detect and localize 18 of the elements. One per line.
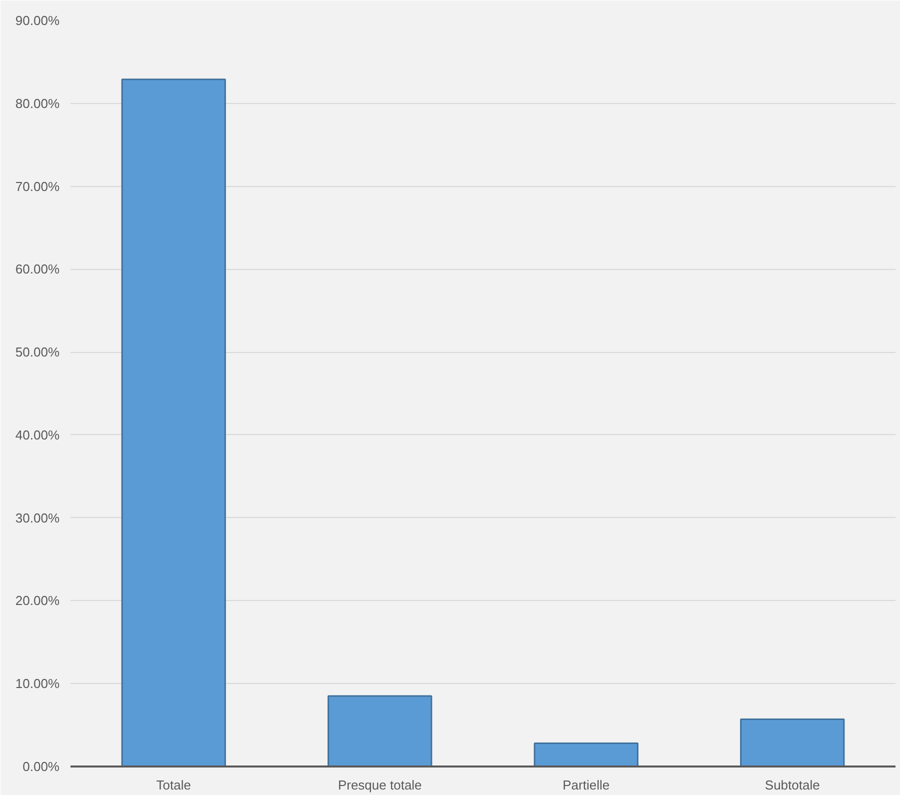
bar [328,695,432,766]
x-tick-label: Subtotale [764,778,820,792]
y-tick-label: 20.00% [15,593,60,608]
y-tick-label: 0.00% [22,759,60,774]
x-tick-label: Totale [156,778,191,792]
x-tick-label: Partielle [562,778,610,792]
y-tick-label: 90.00% [15,13,60,28]
y-tick-label: 10.00% [15,676,60,692]
y-tick-label: 30.00% [15,510,60,526]
y-tick-label: 40.00% [15,427,60,442]
x-tick-label: Presque totale [338,778,422,792]
y-tick-label: 60.00% [15,262,60,277]
y-tick-label: 50.00% [15,344,60,360]
bar [534,742,638,766]
y-tick-label: 80.00% [15,96,60,111]
bar [121,78,226,766]
bar [740,718,845,766]
y-tick-label: 70.00% [15,178,60,194]
